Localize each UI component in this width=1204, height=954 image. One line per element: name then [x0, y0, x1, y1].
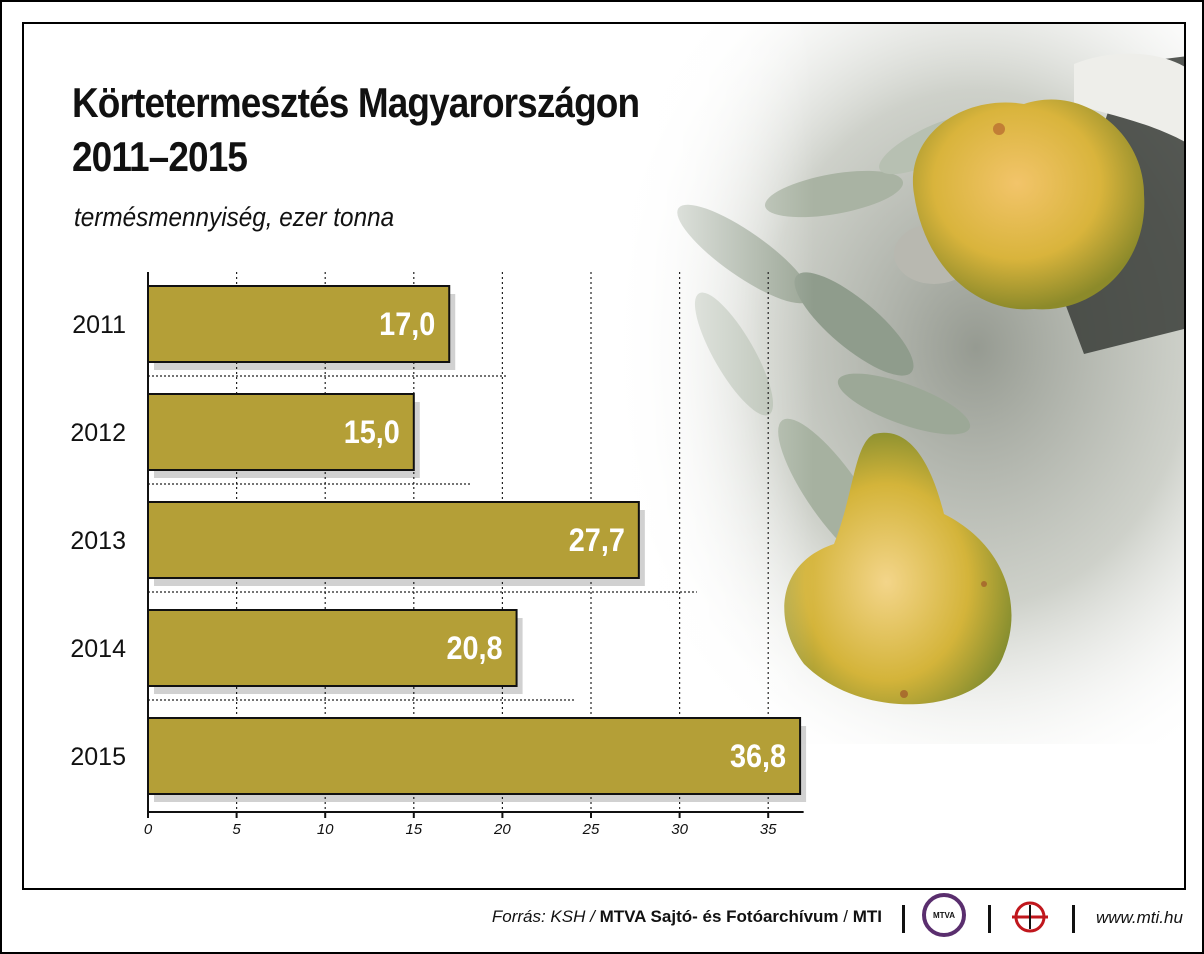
category-label-2014: 2014	[70, 635, 126, 663]
bar-value-label-2012: 15,0	[344, 415, 400, 451]
website-link[interactable]: www.mti.hu	[1096, 908, 1183, 927]
source-separator: /	[838, 907, 853, 926]
source-archive: MTVA Sajtó- és Fotóarchívum	[599, 907, 839, 926]
bar-value-label-2014: 20,8	[447, 631, 503, 667]
bar-2015	[147, 717, 802, 795]
mti-logo-icon	[1012, 901, 1048, 933]
title-line-1: Körtetermesztés Magyarországon	[72, 79, 640, 126]
chart-subtitle: termésmennyiség, ezer tonna	[74, 202, 395, 232]
x-tick-label-0: 0	[144, 821, 153, 838]
x-tick-label-25: 25	[582, 821, 600, 838]
source-prefix: Forrás: KSH /	[491, 907, 600, 926]
category-label-2012: 2012	[70, 419, 126, 447]
category-label-2011: 2011	[72, 311, 126, 339]
bar-2013	[147, 501, 640, 579]
footer-divider	[1072, 905, 1075, 933]
x-tick-label-5: 5	[232, 821, 241, 838]
footer-divider	[988, 905, 991, 933]
footer: Forrás: KSH / MTVA Sajtó- és Fotóarchívu…	[0, 893, 1204, 937]
x-tick-label-20: 20	[493, 821, 511, 838]
source-credit: Forrás: KSH / MTVA Sajtó- és Fotóarchívu…	[492, 907, 882, 927]
mtva-logo-text: MTVA	[932, 910, 956, 920]
x-tick-label-10: 10	[317, 821, 334, 838]
source-mti: MTI	[852, 907, 882, 926]
mtva-logo: MTVA	[922, 893, 966, 937]
category-label-2015: 2015	[70, 743, 126, 771]
x-tick-label-30: 30	[671, 821, 688, 838]
bar-value-label-2013: 27,7	[569, 523, 625, 559]
x-tick-label-35: 35	[760, 821, 777, 838]
category-label-2013: 2013	[70, 527, 126, 555]
bar-2014	[147, 609, 518, 687]
bar-value-label-2011: 17,0	[379, 307, 435, 343]
bar-chart: 17,0201115,0201227,7201320,8201436,82015…	[70, 272, 807, 838]
chart-title: Körtetermesztés Magyarországon 2011–2015	[72, 76, 640, 184]
footer-divider	[902, 905, 905, 933]
title-line-2: 2011–2015	[72, 133, 248, 180]
x-tick-label-15: 15	[405, 821, 422, 838]
bar-value-label-2015: 36,8	[730, 739, 786, 775]
bar-2011	[147, 285, 451, 363]
pear-photo-illustration	[604, 24, 1184, 744]
